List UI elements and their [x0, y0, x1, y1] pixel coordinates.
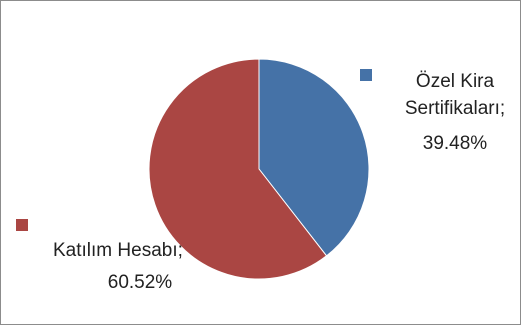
slice-label-line: Katılım Hesabı;	[53, 240, 183, 261]
slice-value-label: 39.48%	[423, 133, 488, 154]
pie-slice-ozel-kira	[258, 58, 370, 257]
slice-label-katilim: Katılım Hesabı; 60.52%	[16, 219, 183, 293]
slice-marker-ozel-kira	[360, 69, 372, 81]
slice-marker-katilim	[16, 219, 28, 231]
pie-slices	[148, 58, 370, 280]
slice-value-label: 60.52%	[108, 272, 173, 293]
slice-label-line: Özel Kira	[416, 71, 495, 92]
pie-slice-katilim	[148, 58, 328, 280]
slice-label-ozel-kira: Özel Kira Sertifikaları; 39.48%	[360, 69, 505, 154]
slice-label-line: Sertifikaları;	[405, 98, 505, 119]
